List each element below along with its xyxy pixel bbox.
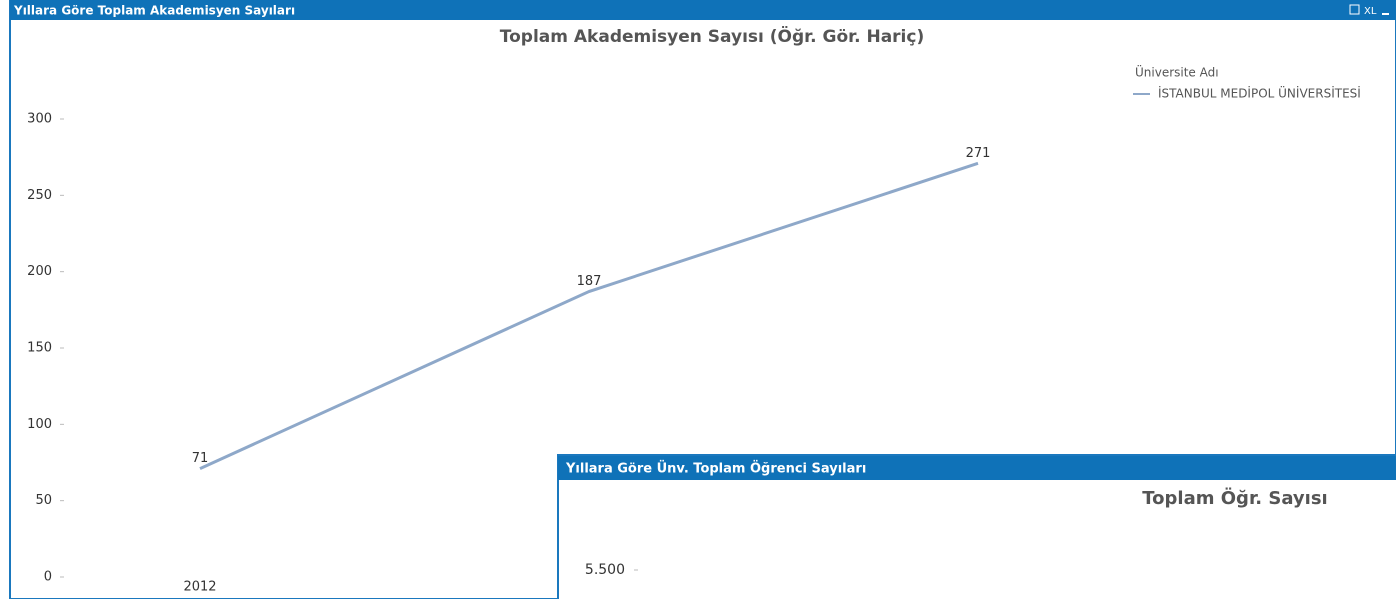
data-label: 271 bbox=[966, 146, 991, 161]
y-tick-label: 0 bbox=[44, 570, 52, 585]
legend-title: Üniversite Adı bbox=[1135, 64, 1219, 80]
window-2-title: Yıllara Göre Ünv. Toplam Öğrenci Sayılar… bbox=[565, 461, 866, 477]
legend-label: İSTANBUL MEDİPOL ÜNİVERSİTESİ bbox=[1158, 85, 1361, 101]
data-label: 71 bbox=[192, 451, 209, 466]
chart-title: Toplam Akademisyen Sayısı (Öğr. Gör. Har… bbox=[500, 25, 924, 47]
y-tick-label: 200 bbox=[27, 264, 52, 279]
line-series bbox=[199, 161, 979, 470]
chart-2: 5.500 bbox=[585, 562, 638, 578]
chart-2-title: Toplam Öğr. Sayısı bbox=[1142, 487, 1327, 509]
y-tick-label: 5.500 bbox=[585, 562, 625, 578]
x-tick-label: 2012 bbox=[183, 580, 216, 595]
data-label: 187 bbox=[577, 274, 602, 289]
window-2-title-bar bbox=[558, 456, 1396, 480]
chart-1: 0 50 100 150 200 250 300 2012 71 187 271 İSTANBUL M… bbox=[27, 85, 1361, 595]
y-tick-label: 150 bbox=[27, 341, 52, 356]
print-icon[interactable] bbox=[1349, 4, 1360, 15]
y-tick-label: 50 bbox=[35, 493, 52, 508]
excel-button[interactable]: XL bbox=[1364, 6, 1377, 17]
y-tick-label: 100 bbox=[27, 417, 52, 432]
window-title: Yıllara Göre Toplam Akademisyen Sayıları bbox=[13, 4, 295, 18]
window-title-bar bbox=[10, 0, 1396, 20]
minimize-button[interactable] bbox=[1382, 13, 1389, 15]
y-tick-label: 300 bbox=[27, 112, 52, 127]
y-tick-label: 250 bbox=[27, 188, 52, 203]
